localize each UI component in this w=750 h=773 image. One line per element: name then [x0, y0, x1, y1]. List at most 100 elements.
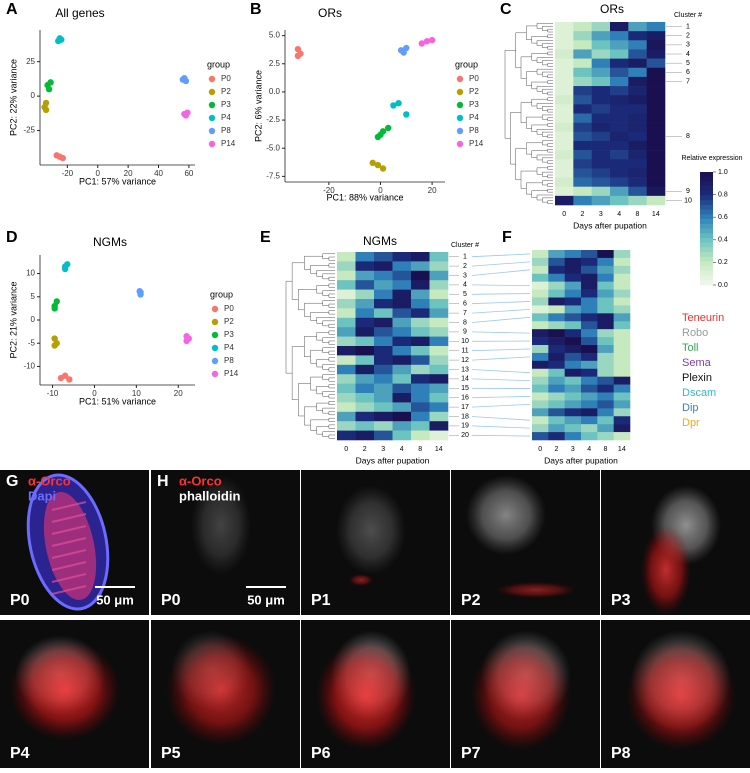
cluster-label: 5 — [463, 291, 467, 298]
heatmap-cell — [430, 412, 449, 422]
heatmap-cell — [548, 290, 565, 298]
cluster-label: 14 — [461, 376, 469, 383]
point — [380, 165, 386, 171]
heatmap-cell — [597, 258, 614, 266]
heatmap-cell — [532, 361, 549, 369]
heatmap-cell — [647, 95, 666, 104]
heatmap-cell — [592, 59, 611, 68]
column-label: 0 — [344, 446, 348, 453]
y-tick-label: -2.5 — [266, 115, 280, 124]
colorbar-tick-label: 0.0 — [718, 282, 728, 289]
cluster-label: 6 — [463, 301, 467, 308]
heatmap-cell — [532, 266, 549, 274]
heatmap-cell — [614, 400, 631, 408]
heatmap-cell — [565, 369, 582, 377]
heatmap-cell — [647, 150, 666, 159]
heatmap-cell — [356, 261, 375, 271]
heatmap-cell — [532, 290, 549, 298]
scale-bar-label: 50 μm — [247, 592, 285, 607]
heatmap-cell — [614, 266, 631, 274]
heatmap-cell — [430, 355, 449, 365]
legend-swatch — [212, 306, 218, 312]
heatmap-cell — [411, 346, 430, 356]
heatmap-cell — [592, 95, 611, 104]
heatmap-cell — [573, 150, 592, 159]
heatmap-cell — [628, 77, 647, 86]
legend-swatch — [209, 89, 215, 95]
heatmap-cell — [628, 168, 647, 177]
heatmap-cell — [647, 22, 666, 31]
heatmap-cell — [532, 393, 549, 401]
heatmap-cell — [411, 384, 430, 394]
heatmap-cell — [628, 132, 647, 141]
heatmap-cell — [532, 424, 549, 432]
legend-label: P3 — [221, 100, 231, 109]
heatmap-cell — [430, 384, 449, 394]
heatmap-cell — [628, 95, 647, 104]
heatmap-cell — [532, 416, 549, 424]
heatmap-cell — [393, 318, 412, 328]
heatmap-cell — [356, 290, 375, 300]
heatmap-cell — [573, 141, 592, 150]
heatmap-cell — [532, 274, 549, 282]
heatmap-cell — [393, 299, 412, 309]
stain-label: α-Orco — [179, 473, 222, 488]
heatmap-cell — [614, 329, 631, 337]
legend-swatch — [212, 345, 218, 351]
heatmap-cell — [337, 402, 356, 412]
heatmap-cell — [597, 385, 614, 393]
cluster-label: 2 — [463, 263, 467, 270]
heatmap-cell — [411, 412, 430, 422]
heatmap-cell — [374, 355, 393, 365]
heatmap-cell — [581, 408, 598, 416]
cluster-label: 4 — [463, 282, 467, 289]
heatmap-cell — [610, 132, 629, 141]
heatmap-cell — [555, 123, 574, 132]
y-tick-label: -7.5 — [266, 171, 280, 180]
heatmap-cell — [610, 95, 629, 104]
stage-label: P2 — [461, 592, 481, 609]
heatmap-cell — [337, 252, 356, 262]
heatmap-cell — [337, 346, 356, 356]
heatmap-cell — [555, 95, 574, 104]
heatmap-cell — [548, 416, 565, 424]
heatmap-cell — [393, 421, 412, 431]
heatmap-cell — [628, 178, 647, 187]
orco-signal — [626, 640, 736, 750]
heatmap-cell — [581, 369, 598, 377]
heatmap-cell — [597, 321, 614, 329]
heatmap-cell — [532, 408, 549, 416]
heatmap-cell — [597, 250, 614, 258]
heatmap-cell — [592, 123, 611, 132]
micrograph: P5 — [151, 620, 300, 768]
heatmap-cell — [628, 49, 647, 58]
heatmap-cell — [337, 271, 356, 281]
orco-signal — [316, 640, 416, 750]
colorbar-tick-label: 0.8 — [718, 191, 728, 198]
heatmap-cell — [565, 385, 582, 393]
heatmap-cell — [356, 412, 375, 422]
heatmap-cell — [555, 141, 574, 150]
heatmap-cell — [411, 355, 430, 365]
column-label: 2 — [555, 446, 559, 453]
heatmap-cell — [581, 361, 598, 369]
heatmap-cell — [614, 313, 631, 321]
heatmap-cell — [411, 252, 430, 262]
column-label: 3 — [599, 211, 603, 218]
heatmap-cell — [628, 40, 647, 49]
heatmap-cell — [411, 271, 430, 281]
heatmap-cell — [581, 353, 598, 361]
colorbar-title: Relative expression — [681, 155, 742, 162]
micrograph: P6 — [301, 620, 450, 768]
heatmap-cell — [356, 271, 375, 281]
heatmap-cell — [581, 393, 598, 401]
heatmap-cell — [647, 40, 666, 49]
heatmap-cell — [565, 424, 582, 432]
heatmap-cell — [565, 400, 582, 408]
connector — [472, 404, 530, 407]
cluster-label: 7 — [686, 78, 690, 85]
heatmap-cell — [411, 431, 430, 441]
heatmap-cell — [581, 377, 598, 385]
heatmap-cell — [597, 432, 614, 440]
